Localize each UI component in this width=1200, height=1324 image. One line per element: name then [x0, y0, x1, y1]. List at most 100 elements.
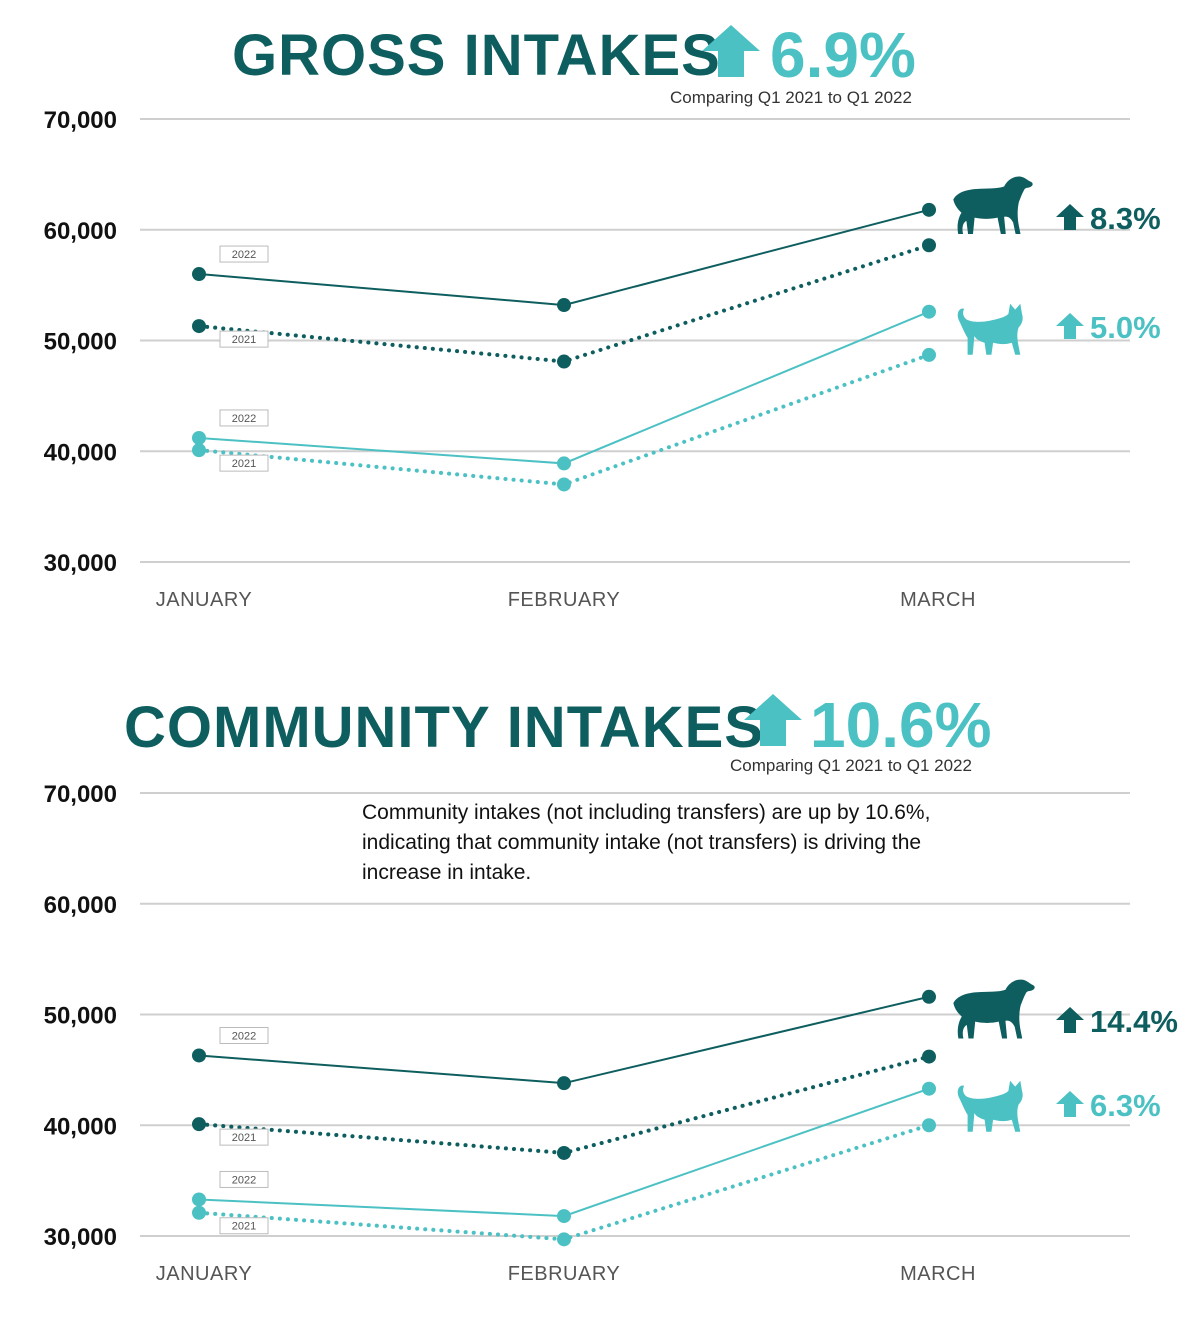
series-line	[197, 1054, 931, 1155]
year-tag: 2021	[219, 454, 269, 472]
series-cat-2021	[192, 347, 936, 492]
x-tick-label: JANUARY	[156, 589, 253, 611]
data-point	[192, 267, 206, 282]
y-tick-label: 60,000	[44, 218, 117, 245]
community-intakes-chart: 70,000 60,000 50,000 40,000 30,000 JANUARY FEB…	[44, 781, 1178, 1285]
series-dog-2021	[192, 1049, 936, 1160]
year-tag-box	[219, 1128, 269, 1146]
year-tag-label: 2021	[232, 458, 256, 470]
y-tick-label: 40,000	[44, 439, 117, 466]
data-point	[192, 1117, 206, 1132]
y-tick-label: 50,000	[44, 329, 117, 356]
data-point	[557, 298, 571, 313]
cat-icon	[957, 303, 1023, 355]
data-point	[557, 1076, 571, 1091]
x-tick-label: JANUARY	[156, 1263, 253, 1285]
data-point	[922, 1118, 936, 1133]
data-point	[557, 456, 571, 471]
y-tick-label: 50,000	[44, 1003, 117, 1030]
dog-icon	[953, 979, 1035, 1039]
data-point	[557, 354, 571, 369]
up-arrow-shape	[1056, 313, 1084, 339]
year-tag-box	[219, 1217, 269, 1235]
series-line	[197, 352, 931, 487]
data-point	[192, 1192, 206, 1207]
gross-headline: GROSS INTAKES 6.9%	[0, 0, 1200, 91]
cat-change-label: 6.3%	[1090, 1088, 1161, 1123]
community-intakes-panel: COMMUNITY INTAKES 10.6% Comparing Q1 202…	[0, 670, 1200, 1324]
up-arrow-icon	[1056, 313, 1084, 339]
dog-change-label: 8.3%	[1090, 201, 1161, 236]
data-point	[922, 347, 936, 362]
dog-silhouette	[953, 176, 1033, 235]
year-tag-box	[219, 1170, 269, 1188]
up-arrow-shape	[1056, 204, 1084, 230]
y-tick-label: 30,000	[44, 550, 117, 577]
year-tag-label: 2022	[232, 249, 256, 261]
year-tag-label: 2021	[232, 1221, 256, 1233]
x-tick-label: FEBRUARY	[508, 589, 621, 611]
year-tag: 2021	[219, 330, 269, 348]
year-tag-label: 2021	[232, 334, 256, 346]
community-subtitle: Comparing Q1 2021 to Q1 2022	[730, 756, 972, 775]
cat-silhouette	[957, 1080, 1023, 1132]
data-point	[192, 1048, 206, 1063]
year-tag: 2021	[219, 1128, 269, 1146]
year-tag: 2021	[219, 1217, 269, 1235]
series-cat-2022	[192, 304, 936, 471]
up-arrow-shape	[1056, 1007, 1084, 1033]
year-tag-label: 2022	[232, 1030, 256, 1042]
up-arrow-icon	[1056, 1091, 1084, 1117]
up-arrow-icon	[744, 694, 802, 746]
data-point	[557, 477, 571, 492]
year-tag-box	[219, 330, 269, 348]
data-point	[557, 1209, 571, 1224]
series-dog-2022	[192, 989, 936, 1091]
y-tick-label: 60,000	[44, 892, 117, 919]
year-tag-label: 2022	[232, 413, 256, 425]
data-point	[922, 989, 936, 1004]
data-point	[192, 1205, 206, 1220]
dog-icon	[953, 176, 1033, 235]
series-line	[198, 995, 930, 1085]
cat-silhouette	[957, 303, 1023, 355]
year-tag-label: 2021	[232, 1132, 256, 1144]
x-tick-label: FEBRUARY	[508, 1263, 621, 1285]
up-arrow-icon	[1056, 204, 1084, 230]
year-tag-box	[219, 1026, 269, 1044]
x-tick-label: MARCH	[900, 1263, 976, 1285]
series-cat-2022	[192, 1081, 936, 1224]
community-note: Community intakes (not including transfe…	[362, 801, 931, 884]
dog-change-label: 14.4%	[1090, 1004, 1178, 1039]
gross-title: GROSS INTAKES	[232, 23, 721, 88]
data-point	[557, 1145, 571, 1160]
data-point	[922, 304, 936, 319]
year-tag-label: 2022	[232, 1174, 256, 1186]
series-cat-2021	[192, 1118, 936, 1247]
grid: 70,000 60,000 50,000 40,000 30,000	[44, 107, 1130, 577]
data-point	[922, 1049, 936, 1064]
x-tick-label: MARCH	[900, 589, 976, 611]
data-point	[192, 319, 206, 334]
dog-silhouette	[953, 979, 1035, 1039]
y-tick-label: 70,000	[44, 107, 117, 134]
y-tick-label: 30,000	[44, 1224, 117, 1251]
y-tick-label: 70,000	[44, 781, 117, 808]
series-line	[197, 243, 931, 364]
data-point	[922, 1081, 936, 1096]
year-tag-box	[219, 409, 269, 427]
data-point	[557, 1232, 571, 1247]
up-arrow-icon	[1056, 1007, 1084, 1033]
up-arrow-shape	[1056, 1091, 1084, 1117]
year-tag-box	[219, 245, 269, 263]
year-tag-box	[219, 454, 269, 472]
gross-intakes-chart: 70,000 60,000 50,000 40,000 30,000 JANUARY FEB…	[44, 107, 1161, 611]
data-point	[922, 202, 936, 217]
data-point	[192, 430, 206, 445]
gross-subtitle: Comparing Q1 2021 to Q1 2022	[670, 88, 912, 107]
year-tag: 2022	[219, 1170, 269, 1188]
up-arrow-icon	[702, 25, 760, 77]
year-tag: 2022	[219, 409, 269, 427]
year-tag: 2022	[219, 245, 269, 263]
cat-change-label: 5.0%	[1090, 310, 1161, 345]
